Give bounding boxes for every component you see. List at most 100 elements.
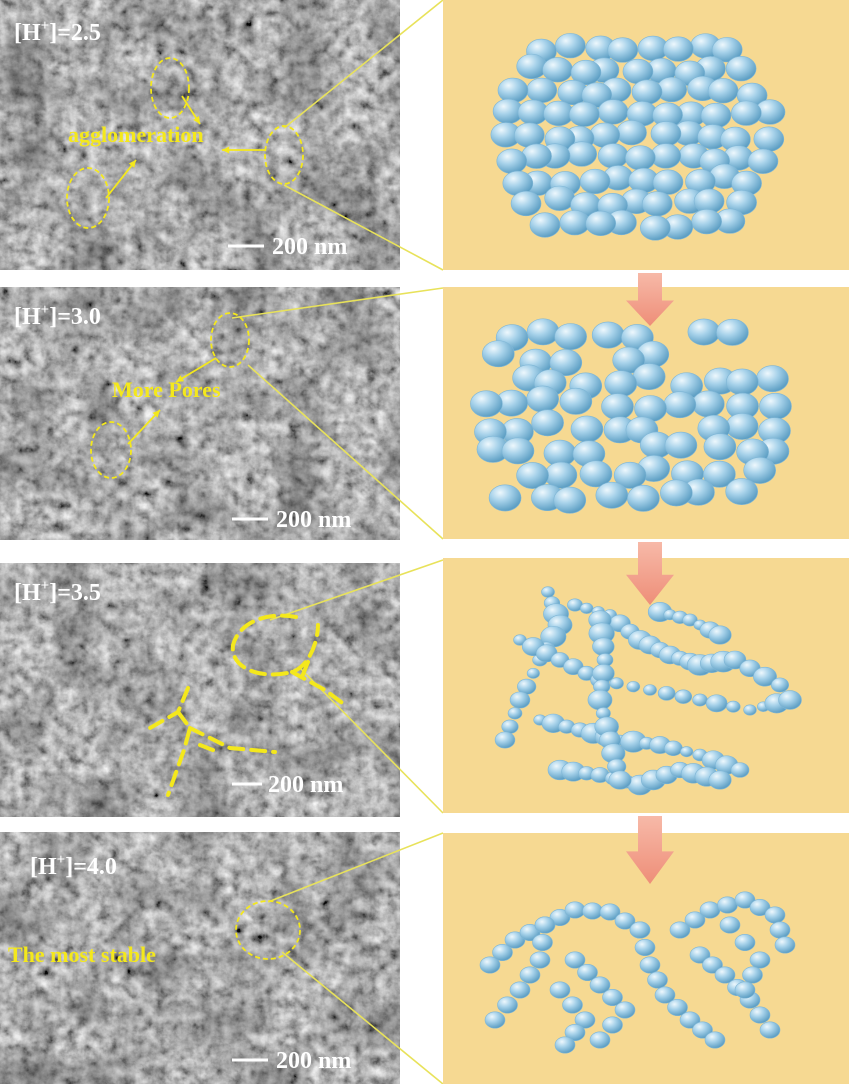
sphere-particle-icon [629,921,651,939]
sphere-particle-icon [663,391,697,419]
concentration-label-4: [H+]=4.0 [30,852,117,880]
sphere-particle-icon [497,77,529,103]
annotation-arrowhead [193,116,200,124]
sphere-particle-icon [529,951,551,969]
sphere-particle-icon [640,215,671,241]
sphere-particle-icon [654,986,676,1004]
sphere-particle-icon [769,921,791,939]
sphere-particle-icon [711,37,743,63]
sphere-particle-icon [702,956,723,974]
connector-line [283,0,444,129]
sphere-particle-icon [589,1031,611,1049]
sphere-particle-icon [647,971,668,989]
sphere-particle-icon [753,126,785,152]
sphere-particle-icon [725,413,759,440]
sphere-particle-icon [625,145,656,171]
sphere-particle-icon [514,122,545,148]
grain-boundary-line [290,670,347,707]
sphere-particle-icon [501,719,519,734]
sphere-particle-icon [756,365,789,393]
sphere-particle-icon [470,390,503,418]
sphere-particle-icon [716,318,749,346]
sphere-particle-icon [725,56,757,82]
down-arrow-icon [626,542,674,605]
sphere-particle-icon [570,415,604,443]
sphere-particle-icon [657,686,676,701]
sphere-particle-icon [771,677,789,693]
sphere-particle-icon [597,143,629,169]
sphere-particle-icon [742,966,763,984]
sphere-particle-icon [549,908,571,926]
sphere-particle-icon [564,951,586,969]
sphere-particle-icon [549,981,571,999]
sphere-particle-icon [731,100,762,126]
sphere-particle-icon [592,637,615,656]
sphere-particle-icon [627,484,660,512]
sphere-particle-icon [703,460,736,488]
sphere-particle-icon [664,740,683,757]
highlight-circle [235,900,301,960]
sphere-particle-icon [682,613,698,627]
scale-bar-label-1: 200 nm [272,234,347,260]
grain-boundary-line [198,743,220,754]
scale-bar-label-2: 200 nm [276,507,351,533]
sphere-particle-icon [667,998,688,1016]
sphere-particle-icon [708,625,732,645]
scale-bar-label-3: 200 nm [268,772,343,798]
sphere-particle-icon [566,141,597,167]
sphere-particle-icon [680,746,694,758]
sphere-particle-icon [555,33,586,59]
sphere-particle-icon [597,99,629,125]
sphere-particle-icon [541,586,555,598]
sphere-particle-icon [479,956,501,974]
sphere-particle-icon [568,101,600,127]
sphere-particle-icon [639,956,661,974]
annotation-arrow [105,159,137,199]
sphere-particle-icon [613,461,647,489]
sphere-particle-icon [507,707,523,720]
sphere-particle-icon [604,370,638,398]
sphere-particle-icon [570,59,602,86]
sphere-particle-icon [595,481,629,509]
annotation-arrowhead [176,375,184,382]
sphere-particle-icon [641,191,673,217]
sphere-particle-icon [723,650,747,670]
sphere-particle-icon [599,903,621,921]
sphere-particle-icon [749,1006,771,1024]
connector-line [283,184,444,271]
sphere-particle-icon [703,433,737,461]
sphere-particle-icon [614,1001,636,1019]
sphere-particle-icon [559,387,593,415]
schematic-network-4 [479,891,796,1054]
sphere-particle-icon [692,1021,713,1039]
sphere-particle-icon [582,902,603,920]
sphere-particle-icon [577,963,598,981]
highlight-circle [90,421,132,479]
sphere-particle-icon [717,896,738,914]
schematic-cluster-2 [470,318,792,514]
sphere-particle-icon [554,1036,576,1054]
sphere-particle-icon [587,689,613,711]
sphere-particle-icon [663,36,694,62]
sphere-particle-icon [734,981,756,999]
sphere-particle-icon [509,981,531,999]
sphere-particle-icon [592,664,615,683]
sphere-particle-icon [734,933,756,951]
sphere-particle-icon [585,210,617,236]
sphere-particle-icon [542,57,573,83]
sphere-particle-icon [700,102,732,129]
sphere-particle-icon [699,901,721,919]
sphere-particle-icon [708,770,732,790]
sphere-particle-icon [532,933,553,951]
sphere-particle-icon [684,911,706,929]
sphere-particle-icon [691,208,722,235]
sphere-particle-icon [643,684,657,696]
highlight-circle [150,57,190,119]
sphere-particle-icon [778,690,802,710]
sphere-particle-icon [562,996,583,1014]
sphere-particle-icon [526,385,559,413]
sphere-particle-icon [504,931,526,949]
sphere-particle-icon [516,462,549,489]
sphere-particle-icon [526,667,540,679]
